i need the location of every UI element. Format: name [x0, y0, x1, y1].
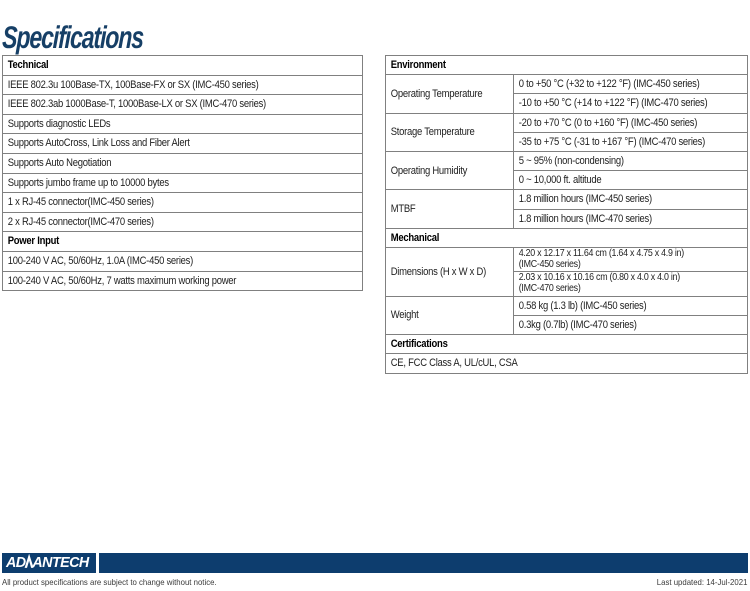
svg-text:AD: AD — [5, 555, 26, 571]
svg-text:ANTECH: ANTECH — [31, 555, 89, 571]
